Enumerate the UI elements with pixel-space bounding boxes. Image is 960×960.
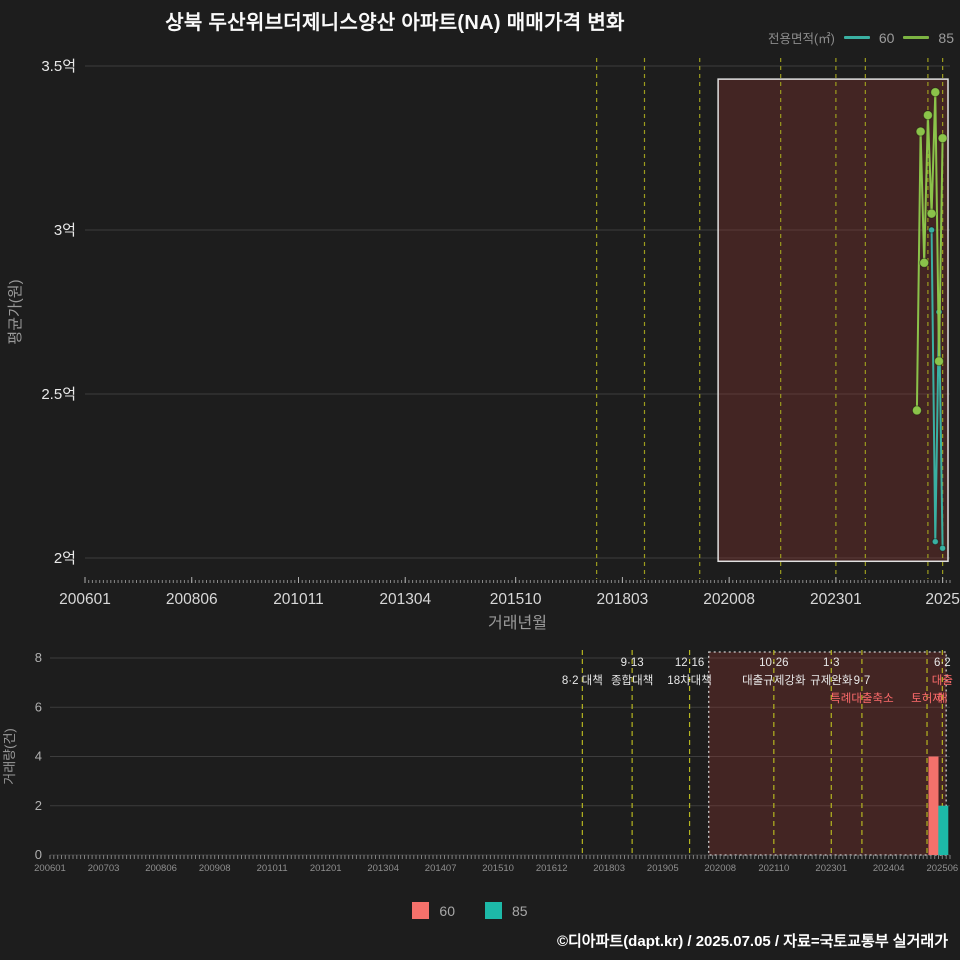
legend-label-60: 60 bbox=[878, 29, 895, 46]
price-point-60 bbox=[928, 226, 936, 234]
volume-highlight-region bbox=[708, 651, 947, 856]
volume-x-tick-label: 200908 bbox=[199, 863, 231, 874]
price-point-60 bbox=[939, 544, 947, 552]
price-series-60 bbox=[930, 229, 944, 549]
policy-annotation: 특례대출축소 bbox=[830, 692, 893, 705]
volume-x-tick-label: 200601 bbox=[34, 863, 66, 874]
policy-annotation: 규제완화 bbox=[810, 674, 853, 687]
price-y-axis-title: 평균가(원) bbox=[7, 279, 24, 344]
price-y-tick-label: 3억 bbox=[54, 222, 76, 239]
price-y-tick-label: 2.5억 bbox=[41, 386, 76, 403]
volume-y-axis-title: 거래량(건) bbox=[2, 728, 17, 785]
policy-annotation: 12·16 bbox=[675, 657, 704, 669]
policy-annotation: 종합대책 bbox=[611, 673, 653, 687]
volume-bar-85 bbox=[938, 805, 949, 855]
price-series-85 bbox=[915, 92, 944, 411]
legend-line-85-icon bbox=[903, 36, 930, 39]
price-x-tick-label: 200806 bbox=[166, 591, 218, 608]
policy-annotation: 대출 bbox=[932, 674, 953, 687]
volume-x-tick-label: 202404 bbox=[873, 863, 905, 874]
price-x-axis bbox=[84, 580, 951, 583]
legend-swatch-85-icon bbox=[485, 902, 502, 919]
price-x-tick-label: 201510 bbox=[490, 591, 542, 608]
volume-x-tick-label: 202008 bbox=[704, 863, 736, 874]
volume-y-tick-label: 8 bbox=[35, 650, 42, 665]
price-point-85 bbox=[930, 87, 941, 98]
policy-annotation: 8·2 대책 bbox=[562, 673, 603, 687]
volume-x-tick-label: 201905 bbox=[647, 863, 679, 874]
volume-x-tick-label: 202506 bbox=[926, 863, 958, 874]
volume-legend-label-85: 85 bbox=[512, 902, 528, 919]
volume-x-tick-label: 201510 bbox=[482, 863, 514, 874]
volume-chart: 0 2 4 6 8 8·2 대책 9·13 종합대책 12·16 18차대책 10·26 대출규제강화… bbox=[2, 650, 958, 874]
price-chart: 2억 2.5억 3억 3.5억 200601 200806 201011 201304 2015… bbox=[7, 58, 960, 632]
price-point-85 bbox=[919, 257, 930, 268]
legend-line-60-icon bbox=[843, 36, 870, 39]
legend-label-85: 85 bbox=[938, 29, 954, 46]
price-x-axis-title: 거래년월 bbox=[488, 614, 547, 632]
volume-y-tick-label: 2 bbox=[35, 798, 42, 813]
policy-annotation: 1·3 bbox=[823, 657, 840, 669]
volume-bar-60 bbox=[928, 756, 939, 855]
policy-annotation: 9·13 bbox=[621, 657, 644, 669]
price-x-tick-label: 201803 bbox=[597, 591, 649, 608]
volume-y-tick-label: 4 bbox=[35, 749, 42, 764]
price-point-85 bbox=[915, 126, 926, 137]
price-point-85 bbox=[934, 356, 944, 367]
legend-swatch-60-icon bbox=[412, 902, 430, 919]
price-point-85 bbox=[926, 208, 937, 219]
price-x-tick-label: 202008 bbox=[703, 591, 755, 608]
volume-x-tick-label: 201803 bbox=[593, 863, 625, 874]
policy-annotation: 18차대책 bbox=[667, 673, 712, 687]
volume-x-tick-label: 202301 bbox=[815, 863, 847, 874]
volume-y-tick-label: 0 bbox=[35, 847, 42, 862]
price-x-tick-label: 200601 bbox=[59, 591, 111, 608]
volume-legend-label-60: 60 bbox=[439, 902, 455, 919]
price-highlight-region bbox=[717, 78, 949, 563]
price-x-tick-label: 201011 bbox=[273, 591, 324, 608]
volume-x-tick-label: 201011 bbox=[257, 863, 288, 874]
price-y-tick-label: 2억 bbox=[54, 550, 76, 567]
price-point-85 bbox=[911, 405, 922, 416]
volume-x-tick-label: 201304 bbox=[367, 863, 399, 874]
policy-annotation: 해 bbox=[937, 692, 948, 705]
volume-x-tick-label: 200703 bbox=[88, 863, 120, 874]
volume-x-tick-label: 202110 bbox=[758, 863, 789, 874]
policy-annotation: 대출규제강화 bbox=[742, 674, 806, 687]
volume-legend: 60 85 bbox=[0, 902, 960, 919]
price-x-tick-label: 202301 bbox=[810, 591, 862, 608]
page-title: 상북 두산위브더제니스양산 아파트(NA) 매매가격 변화 bbox=[165, 12, 625, 34]
area-legend: 전용면적(㎡) 60 85 bbox=[768, 28, 954, 47]
volume-x-tick-label: 201407 bbox=[425, 863, 457, 874]
price-point-85 bbox=[922, 110, 933, 121]
volume-x-tick-label: 201201 bbox=[310, 863, 342, 874]
volume-x-tick-label: 201612 bbox=[536, 863, 568, 874]
policy-annotation: 10·26 bbox=[759, 657, 788, 669]
policy-annotation: 토허제 bbox=[911, 692, 943, 705]
footer-credit: ©디아파트(dapt.kr) / 2025.07.05 / 자료=국토교통부 실… bbox=[556, 933, 948, 950]
price-point-85 bbox=[937, 133, 948, 144]
volume-x-tick-label: 200806 bbox=[145, 863, 177, 874]
price-x-tick-label: 2025 bbox=[925, 591, 959, 608]
policy-annotation: 6·2 bbox=[934, 657, 951, 669]
policy-annotation: 9·7 bbox=[854, 675, 871, 687]
price-x-tick-label: 201304 bbox=[379, 591, 431, 608]
price-point-60 bbox=[931, 538, 939, 546]
price-y-tick-label: 3.5억 bbox=[41, 58, 76, 75]
volume-x-axis bbox=[49, 855, 951, 859]
area-legend-title: 전용면적(㎡) bbox=[768, 32, 835, 46]
volume-y-tick-label: 6 bbox=[35, 699, 42, 714]
